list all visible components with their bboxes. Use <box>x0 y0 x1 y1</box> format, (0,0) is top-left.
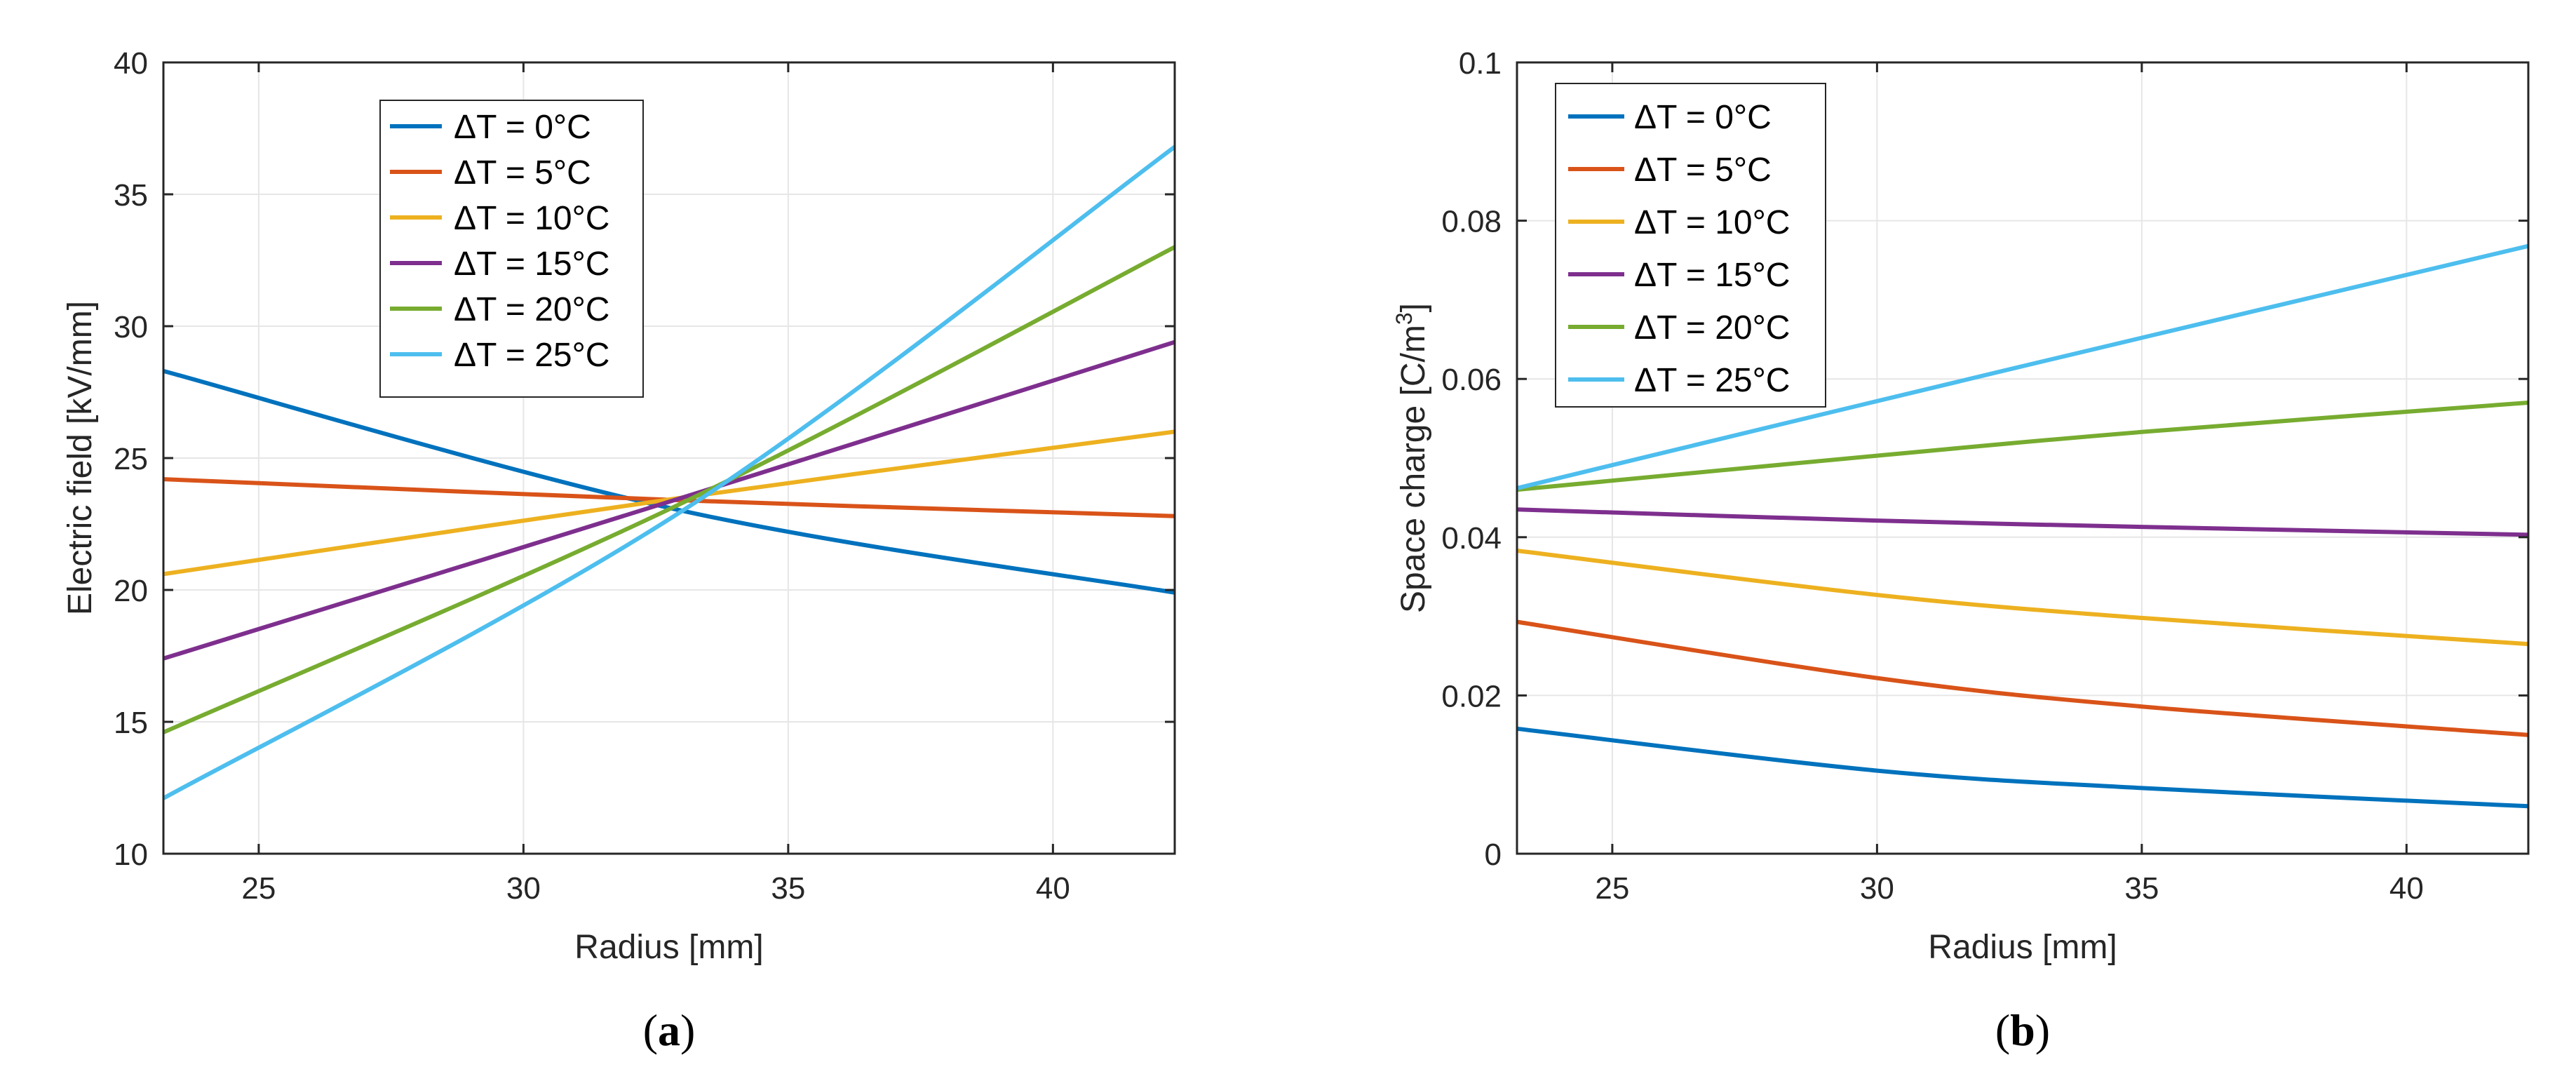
y-tick-label: 0.04 <box>1441 521 1502 556</box>
x-tick-label: 25 <box>1595 871 1629 906</box>
axes-box-b <box>1516 61 2530 855</box>
series-line-b-4 <box>1516 401 2529 492</box>
x-tick-label: 30 <box>1860 871 1894 906</box>
legend-a: ΔT = 0°C ΔT = 5°C ΔT = 10°C ΔT = 15°C ΔT = 2… <box>379 100 644 398</box>
panel-label-a-letter: a <box>658 1005 680 1055</box>
panel-label-a: (a) <box>643 1005 696 1055</box>
y-tick-label: 35 <box>114 178 148 213</box>
y-tick-label: 10 <box>114 838 148 872</box>
panel-label-b-close: ) <box>2035 1005 2050 1055</box>
y-tick-label: 0.1 <box>1459 46 1502 81</box>
legend-label: ΔT = 15°C <box>1634 257 1790 294</box>
legend-label: ΔT = 0°C <box>454 109 591 146</box>
y-axis-label-b-suffix: ] <box>1395 303 1432 312</box>
ticks-a <box>163 61 1175 855</box>
legend-label: ΔT = 10°C <box>1634 204 1790 241</box>
chart-panel-a: 25 30 35 40 10 15 20 25 30 35 40 Radius [mm] Elect… <box>62 46 1176 1055</box>
ticks-b <box>1517 61 2528 855</box>
y-tick-label: 15 <box>114 706 148 740</box>
panel-label-b-open: ( <box>1995 1005 2010 1055</box>
legend-box-a <box>379 100 644 398</box>
y-axis-label-b-superscript: 3 <box>1391 312 1417 325</box>
x-tick-label: 25 <box>241 871 276 906</box>
legend-label: ΔT = 5°C <box>454 154 591 192</box>
x-tick-label: 35 <box>771 871 805 906</box>
series-line-b-5 <box>1516 243 2529 490</box>
legend-label: ΔT = 15°C <box>454 246 609 283</box>
y-tick-label: 0.06 <box>1441 363 1502 397</box>
legend-label: ΔT = 20°C <box>1634 309 1790 347</box>
chart-panel-b: 25 30 35 40 0 0.02 0.04 0.06 0.08 0.1 Radius [mm]… <box>1391 46 2530 1055</box>
series-line-a-4 <box>162 245 1176 734</box>
series-line-b-2 <box>1516 549 2529 647</box>
legend-b: ΔT = 0°C ΔT = 5°C ΔT = 10°C ΔT = 15°C ΔT = 2… <box>1555 83 1826 408</box>
y-tick-label: 0.08 <box>1441 205 1502 239</box>
x-tick-label: 35 <box>2124 871 2159 906</box>
legend-label: ΔT = 5°C <box>1634 152 1772 189</box>
series-line-a-3 <box>163 340 1175 661</box>
legend-box-b <box>1555 83 1826 408</box>
y-tick-label: 30 <box>114 310 148 344</box>
x-tick-label: 40 <box>2389 871 2424 906</box>
legend-label: ΔT = 0°C <box>1634 99 1772 136</box>
y-tick-label: 25 <box>114 442 148 476</box>
grid-a <box>163 62 1175 854</box>
y-tick-label: 0 <box>1485 838 1502 872</box>
legend-label: ΔT = 25°C <box>1634 362 1790 399</box>
y-tick-label: 0.02 <box>1441 679 1502 713</box>
y-axis-label-b-main: Space charge [C/m <box>1395 325 1432 613</box>
series-line-b-0 <box>1516 726 2529 809</box>
series-line-b-1 <box>1516 619 2529 737</box>
x-tick-label: 30 <box>506 871 541 906</box>
tick-labels-a: 25 30 35 40 10 15 20 25 30 35 40 <box>114 46 1070 906</box>
series-line-a-5 <box>162 145 1176 800</box>
panel-label-b-letter: b <box>2010 1005 2035 1055</box>
series-line-a-1 <box>163 477 1175 518</box>
legend-label: ΔT = 20°C <box>454 291 609 328</box>
tick-labels-b: 25 30 35 40 0 0.02 0.04 0.06 0.08 0.1 <box>1441 46 2423 906</box>
panel-label-a-open: ( <box>643 1005 658 1055</box>
series-lines-b <box>1516 243 2529 809</box>
y-tick-label: 40 <box>114 46 148 81</box>
legend-label: ΔT = 25°C <box>454 337 609 374</box>
x-axis-label-a: Radius [mm] <box>574 929 763 966</box>
series-line-b-3 <box>1516 507 2529 537</box>
x-tick-label: 40 <box>1036 871 1070 906</box>
y-axis-label-b: Space charge [C/m3] <box>1391 303 1432 613</box>
y-tick-label: 20 <box>114 574 148 608</box>
panel-label-a-close: ) <box>680 1005 695 1055</box>
legend-label: ΔT = 10°C <box>454 200 609 237</box>
series-lines-a <box>162 145 1176 800</box>
panel-label-b: (b) <box>1995 1005 2050 1055</box>
x-axis-label-b: Radius [mm] <box>1928 929 2117 966</box>
y-axis-label-a: Electric field [kV/mm] <box>62 301 99 615</box>
